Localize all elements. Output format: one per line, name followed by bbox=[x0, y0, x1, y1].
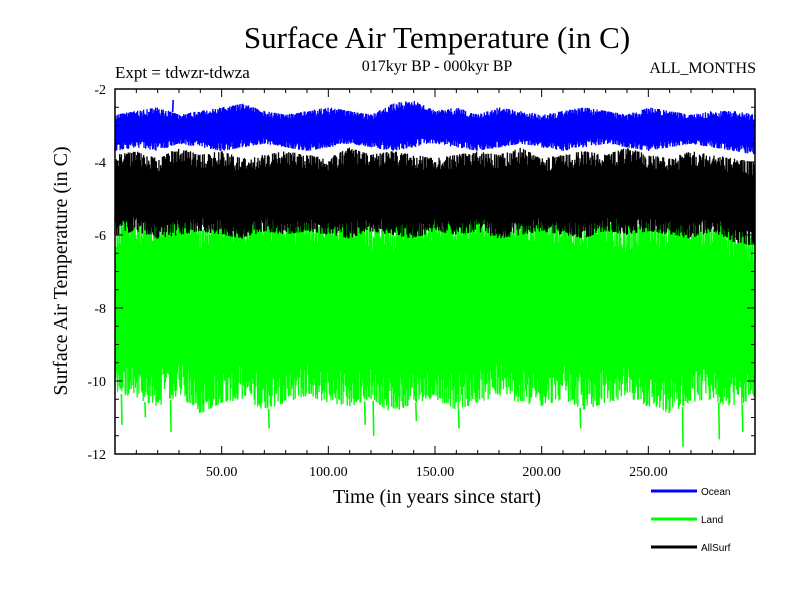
series-line-ocean bbox=[114, 101, 756, 155]
series-spike-land bbox=[144, 402, 147, 418]
series-spike-land bbox=[120, 394, 123, 425]
x-tick-label: 100.00 bbox=[309, 465, 348, 480]
legend-item-land: Land bbox=[651, 515, 723, 526]
series-spike-ocean bbox=[171, 99, 174, 113]
series-line-land bbox=[114, 199, 756, 414]
series-spike-ocean bbox=[398, 102, 401, 104]
legend-label: Ocean bbox=[701, 487, 730, 498]
legend-label: AllSurf bbox=[701, 543, 731, 554]
y-tick-label: -4 bbox=[94, 156, 106, 171]
x-axis: 50.00 100.00 150.00 200.00 250.00 bbox=[135, 89, 735, 480]
series-spike-land bbox=[169, 399, 172, 433]
series-spike-land bbox=[267, 408, 270, 429]
x-tick-label: 200.00 bbox=[522, 465, 561, 480]
y-tick-label: -12 bbox=[87, 448, 106, 463]
legend: Ocean Land AllSurf bbox=[651, 487, 731, 554]
x-tick-label: 50.00 bbox=[206, 465, 238, 480]
series-spike-land bbox=[372, 400, 375, 436]
x-tick-label: 150.00 bbox=[416, 465, 455, 480]
series-line-allsurf bbox=[114, 147, 756, 245]
y-tick-label: -10 bbox=[87, 375, 106, 390]
series-spike-land bbox=[717, 402, 721, 440]
legend-item-allsurf: AllSurf bbox=[651, 543, 731, 554]
experiment-label: Expt = tdwzr-tdwza bbox=[115, 63, 250, 82]
series-spike-land bbox=[681, 407, 684, 447]
series-spike-land bbox=[457, 409, 460, 429]
series-spike-land bbox=[579, 407, 582, 429]
chart-title: Surface Air Temperature (in C) bbox=[244, 20, 630, 55]
series-spike-land bbox=[741, 404, 744, 433]
plot-area bbox=[114, 99, 756, 447]
y-axis-label: Surface Air Temperature (in C) bbox=[50, 146, 72, 395]
x-tick-label: 250.00 bbox=[629, 465, 668, 480]
legend-label: Land bbox=[701, 515, 723, 526]
y-axis: -2 -4 -6 -8 -10 -12 bbox=[87, 83, 755, 463]
series-spike-land bbox=[363, 401, 366, 425]
series-allsurf bbox=[114, 147, 756, 245]
legend-item-ocean: Ocean bbox=[651, 487, 730, 498]
months-label: ALL_MONTHS bbox=[649, 60, 756, 77]
y-tick-label: -6 bbox=[94, 229, 106, 244]
y-tick-label: -2 bbox=[94, 83, 106, 98]
series-spike-land bbox=[415, 402, 418, 422]
series-ocean bbox=[114, 99, 756, 155]
chart-subtitle: 017kyr BP - 000kyr BP bbox=[362, 58, 513, 75]
x-axis-label: Time (in years since start) bbox=[333, 486, 541, 508]
y-tick-label: -8 bbox=[94, 302, 106, 317]
